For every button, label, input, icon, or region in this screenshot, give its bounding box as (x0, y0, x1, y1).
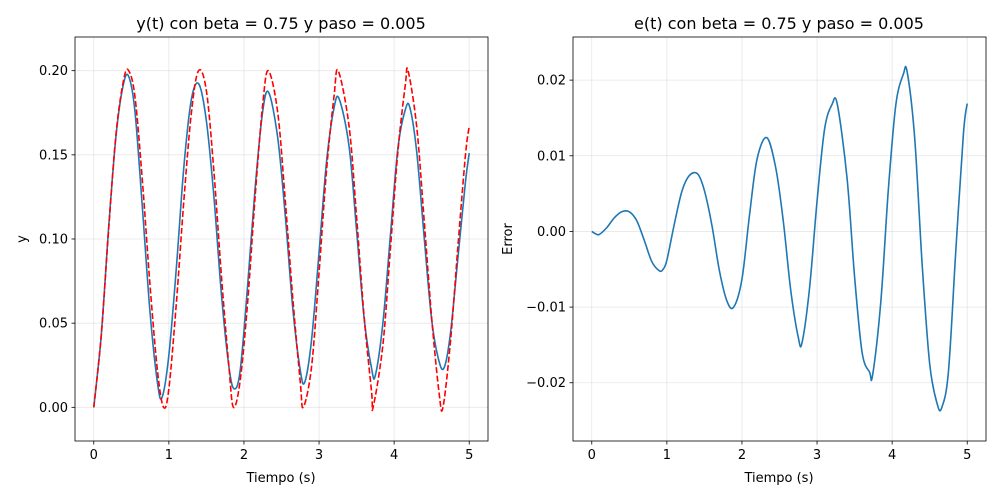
y-grid (75, 37, 488, 441)
error-xtick-label: 2 (738, 448, 746, 463)
error-xtick-label: 3 (813, 448, 821, 463)
error-chart-xlabel: Tiempo (s) (743, 471, 813, 486)
y-ytick-label: 0.05 (39, 317, 68, 332)
y-xtick-label: 5 (465, 448, 473, 463)
y-xtick-label: 0 (90, 448, 98, 463)
error-chart-ylabel: Error (501, 223, 516, 255)
y-xtick-label: 3 (315, 448, 323, 463)
error-ytick-label: −0.02 (526, 376, 566, 391)
error-xtick-label: 4 (888, 448, 896, 463)
y-ytick-label: 0.10 (39, 233, 68, 248)
y-xtick-label: 4 (390, 448, 398, 463)
y-xtick-label: 2 (240, 448, 248, 463)
error-ticks: 0 1 2 3 4 5 −0.02 −0.01 0.00 0.01 0.02 (526, 74, 971, 463)
error-grid (573, 37, 986, 441)
y-chart-xlabel: Tiempo (s) (245, 471, 315, 486)
error-series-line-solid (591, 65, 969, 412)
y-chart-title: y(t) con beta = 0.75 y paso = 0.005 (136, 14, 426, 33)
error-ytick-label: 0.00 (537, 225, 566, 240)
error-xtick-label: 1 (663, 448, 671, 463)
error-xtick-label: 5 (963, 448, 971, 463)
error-plot-frame (572, 36, 987, 442)
y-series-line-solid (92, 73, 471, 408)
y-chart-ylabel: y (15, 235, 30, 243)
panel-y: 0 1 2 3 4 5 0.00 0.05 0.10 0.15 0.20 y(t) con beta… (15, 14, 489, 486)
error-ytick-label: 0.02 (537, 74, 566, 89)
panel-error: 0 1 2 3 4 5 −0.02 −0.01 0.00 0.01 0.02 e(t) con be… (501, 14, 987, 486)
y-ticks: 0 1 2 3 4 5 0.00 0.05 0.10 0.15 0.20 (39, 64, 473, 463)
y-series-line-dashed (92, 67, 471, 412)
y-xtick-label: 1 (165, 448, 173, 463)
error-ytick-label: −0.01 (526, 301, 566, 316)
y-ytick-label: 0.20 (39, 64, 68, 79)
y-series-layer (92, 67, 471, 412)
error-chart-title: e(t) con beta = 0.75 y paso = 0.005 (634, 14, 924, 33)
y-ytick-label: 0.15 (39, 148, 68, 163)
error-ytick-label: 0.01 (537, 149, 566, 164)
y-ytick-label: 0.00 (39, 401, 68, 416)
error-series-layer (591, 65, 969, 412)
error-xtick-label: 0 (588, 448, 596, 463)
